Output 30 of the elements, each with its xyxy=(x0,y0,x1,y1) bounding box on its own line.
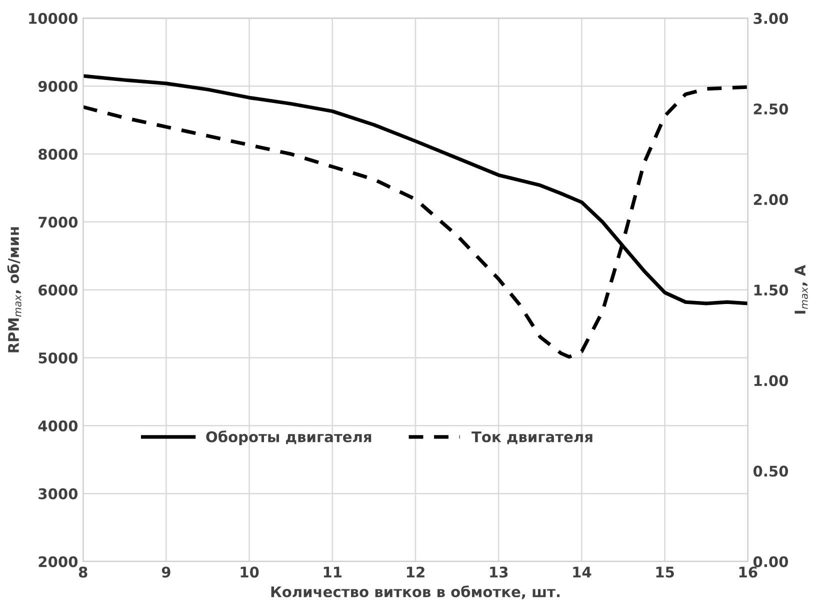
x-tick-label: 15 xyxy=(656,566,674,578)
y-tick-label: 4000 xyxy=(38,420,78,432)
y2-tick-label: 1.00 xyxy=(754,375,788,386)
y2-tick-label: 0.50 xyxy=(753,466,788,477)
y-tick-label: 8000 xyxy=(38,148,78,160)
x-tick-label: 10 xyxy=(240,566,259,578)
y-tick-label: 2000 xyxy=(38,556,78,568)
x-tick-label: 9 xyxy=(162,566,170,578)
y2-tick-label: 2.50 xyxy=(754,103,788,114)
y2-axis-title: I$_{max}$, A xyxy=(794,264,808,314)
x-tick-label: 13 xyxy=(490,566,508,578)
y2-tick-label: 0.00 xyxy=(753,556,788,568)
y-tick-label: 10000 xyxy=(29,12,78,24)
x-tick-label: 8 xyxy=(78,566,88,578)
y-axis-title: RPM$_{max}$, об/мин xyxy=(7,227,22,352)
y2-tick-label: 1.50 xyxy=(754,284,788,296)
y2-tick-label: 3.00 xyxy=(754,12,788,24)
legend-label: Ток двигателя xyxy=(472,431,592,444)
x-tick-label: 16 xyxy=(739,566,758,578)
y-tick-label: 9000 xyxy=(38,80,78,92)
y-tick-label: 5000 xyxy=(38,352,78,364)
x-tick-label: 14 xyxy=(573,566,592,578)
legend-label: Обороты двигателя xyxy=(206,430,372,446)
y-tick-label: 6000 xyxy=(38,284,78,296)
y-tick-label: 3000 xyxy=(38,488,78,500)
x-tick-label: 11 xyxy=(324,566,342,578)
y2-tick-label: 2.00 xyxy=(754,194,788,206)
x-axis-title: Количество витков в обмотке, шт. xyxy=(271,586,560,600)
y-tick-label: 7000 xyxy=(38,216,78,228)
x-tick-label: 12 xyxy=(407,566,424,578)
